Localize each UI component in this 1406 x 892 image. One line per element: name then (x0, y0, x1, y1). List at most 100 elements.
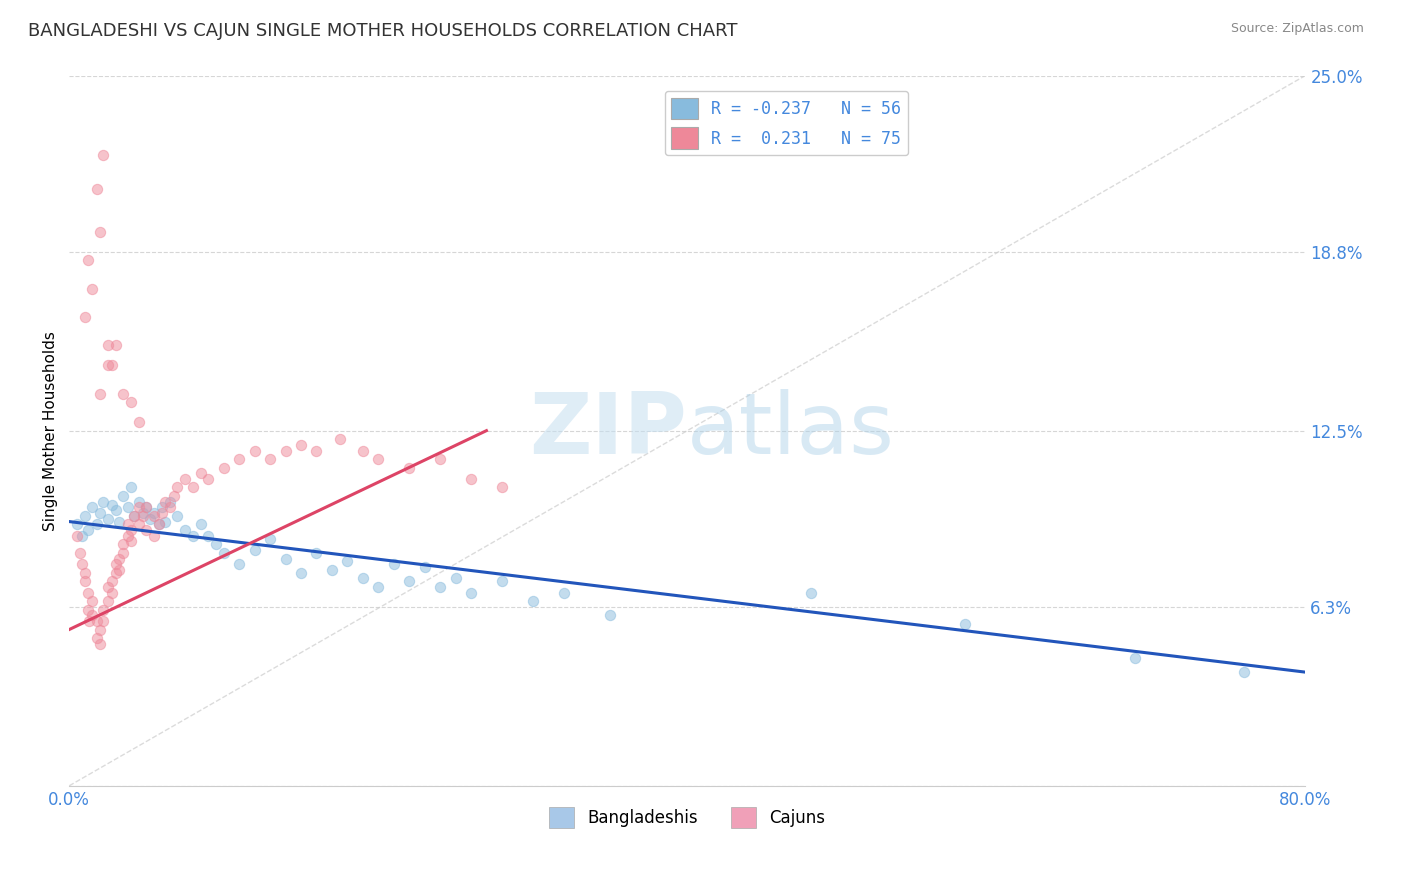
Point (70, 557, 93, 571)
Point (82, 594, 104, 608)
Point (66, 517, 89, 532)
Point (112, 489, 135, 503)
Point (274, 551, 297, 566)
Point (73, 508, 96, 523)
Point (159, 500, 181, 515)
Point (73, 574, 96, 589)
Point (122, 508, 145, 523)
Point (91, 614, 114, 628)
Point (104, 566, 127, 580)
Point (1232, 665, 1254, 680)
Point (89, 506, 111, 520)
Point (76, 253, 98, 268)
Point (128, 517, 150, 532)
Text: ZIP: ZIP (530, 389, 688, 472)
Point (305, 443, 328, 458)
Point (174, 523, 197, 537)
Point (955, 616, 977, 631)
Point (97, 594, 120, 608)
Point (553, 585, 575, 599)
Point (205, 537, 228, 551)
Point (70, 529, 93, 543)
Point (181, 480, 204, 494)
Point (148, 517, 170, 532)
Point (290, 566, 312, 580)
Point (120, 395, 142, 409)
Point (66, 529, 89, 543)
Point (138, 512, 160, 526)
Point (190, 467, 212, 481)
Point (91, 602, 114, 616)
Point (274, 443, 297, 458)
Point (91, 494, 114, 508)
Point (104, 503, 127, 517)
Point (367, 452, 389, 467)
Point (197, 472, 219, 486)
Point (413, 560, 436, 574)
Point (491, 574, 513, 589)
Point (69, 546, 91, 560)
Point (212, 546, 235, 560)
Point (107, 551, 129, 566)
Point (460, 585, 482, 599)
Point (117, 529, 139, 543)
Point (243, 543, 266, 558)
Point (107, 515, 129, 529)
Point (329, 432, 352, 446)
Point (153, 494, 176, 508)
Point (382, 557, 405, 571)
Point (73, 310, 96, 324)
Point (128, 500, 150, 515)
Point (166, 508, 188, 523)
Point (460, 472, 482, 486)
Point (321, 563, 343, 577)
Point (117, 517, 139, 532)
Point (86, 517, 108, 532)
Point (89, 623, 111, 637)
Point (132, 508, 155, 523)
Point (128, 415, 150, 429)
Point (112, 386, 135, 401)
Point (97, 580, 120, 594)
Point (97, 338, 120, 352)
Point (104, 557, 127, 571)
Point (212, 460, 235, 475)
Point (153, 515, 176, 529)
Point (143, 506, 166, 520)
Text: BANGLADESHI VS CAJUN SINGLE MOTHER HOUSEHOLDS CORRELATION CHART: BANGLADESHI VS CAJUN SINGLE MOTHER HOUSE… (28, 22, 738, 40)
Text: Source: ZipAtlas.com: Source: ZipAtlas.com (1230, 22, 1364, 36)
Point (120, 480, 142, 494)
Point (444, 571, 467, 585)
Point (73, 566, 96, 580)
Point (89, 225, 111, 239)
Point (398, 460, 420, 475)
Point (259, 452, 281, 467)
Point (352, 443, 374, 458)
Point (174, 472, 197, 486)
Point (429, 580, 451, 594)
Point (120, 534, 142, 549)
Point (120, 523, 142, 537)
Point (367, 580, 389, 594)
Point (143, 529, 166, 543)
Point (89, 386, 111, 401)
Point (336, 554, 359, 568)
Point (76, 523, 98, 537)
Point (228, 452, 250, 467)
Point (97, 512, 120, 526)
Point (89, 637, 111, 651)
Legend: Bangladeshis, Cajuns: Bangladeshis, Cajuns (543, 801, 832, 834)
Point (599, 608, 621, 623)
Point (82, 500, 104, 515)
Y-axis label: Single Mother Households: Single Mother Households (44, 331, 58, 531)
Point (76, 585, 98, 599)
Point (104, 338, 127, 352)
Point (800, 585, 823, 599)
Point (148, 517, 170, 532)
Point (101, 359, 124, 373)
Point (491, 480, 513, 494)
Point (101, 498, 124, 512)
Point (132, 506, 155, 520)
Point (352, 571, 374, 585)
Point (135, 500, 157, 515)
